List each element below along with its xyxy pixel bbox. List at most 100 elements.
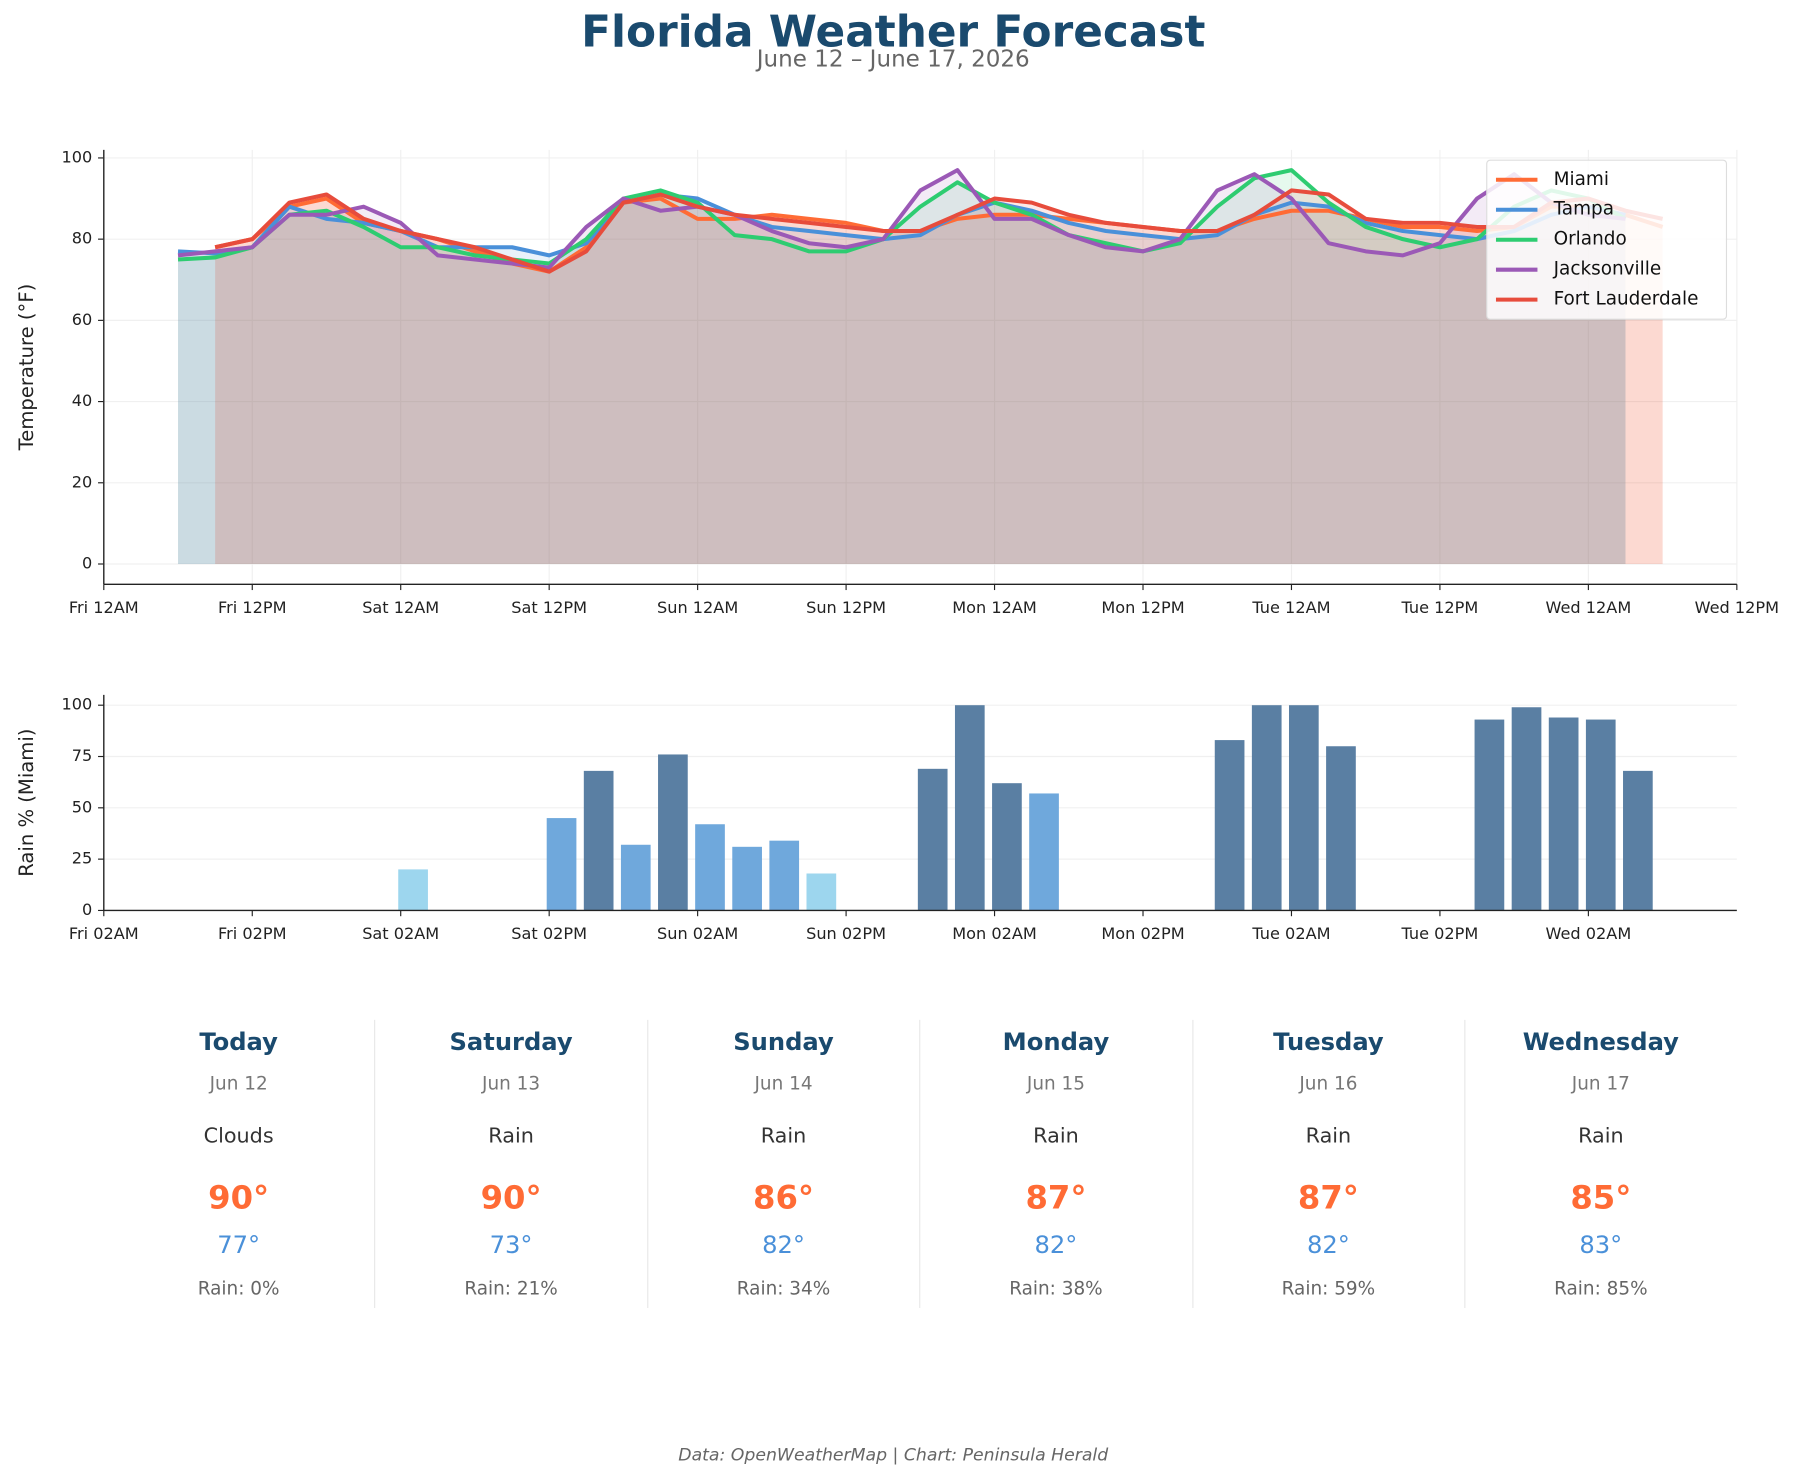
x-tick-label: Sun 12PM bbox=[806, 598, 886, 617]
bar bbox=[620, 844, 651, 911]
y-tick-label: 25 bbox=[72, 849, 93, 868]
area-fill bbox=[215, 190, 1663, 564]
card-condition: Rain bbox=[1578, 1123, 1624, 1147]
x-tick-label: Sun 12AM bbox=[657, 598, 738, 617]
x-tick-label: Fri 02AM bbox=[69, 924, 139, 943]
legend-label: Miami bbox=[1554, 169, 1609, 190]
card-date: Jun 14 bbox=[753, 1073, 812, 1094]
card-day: Today bbox=[199, 1028, 278, 1056]
card-low: 82° bbox=[1035, 1231, 1078, 1259]
x-tick-label: Sat 02PM bbox=[511, 924, 587, 943]
x-tick-label: Tue 12AM bbox=[1251, 598, 1330, 617]
x-tick-label: Fri 12AM bbox=[69, 598, 139, 617]
card-date: Jun 17 bbox=[1571, 1073, 1630, 1094]
bar bbox=[695, 824, 725, 911]
bar bbox=[1214, 740, 1245, 911]
card-rain: Rain: 38% bbox=[1009, 1279, 1103, 1300]
y-tick-label: 75 bbox=[72, 746, 93, 765]
card-day: Sunday bbox=[733, 1028, 834, 1056]
x-tick-label: Fri 12PM bbox=[218, 598, 287, 617]
series-line bbox=[177, 168, 1626, 270]
y-tick-label: 0 bbox=[82, 553, 92, 572]
y-tick-label: 20 bbox=[72, 472, 93, 491]
x-tick-label: Fri 02PM bbox=[218, 924, 287, 943]
card-high: 85° bbox=[1570, 1179, 1631, 1217]
forecast-card: Sunday Jun 14 Rain 86° 82° Rain: 34% bbox=[733, 1028, 834, 1300]
bar bbox=[658, 754, 688, 911]
x-tick-label: Sat 02AM bbox=[362, 924, 439, 943]
x-tick-label: Sun 02AM bbox=[657, 924, 738, 943]
card-low: 73° bbox=[490, 1231, 533, 1259]
card-low: 83° bbox=[1579, 1231, 1622, 1259]
x-tick-label: Mon 12PM bbox=[1101, 598, 1184, 617]
y-tick-label: 0 bbox=[82, 900, 92, 919]
bar bbox=[1548, 717, 1579, 911]
bar bbox=[954, 705, 985, 911]
y-tick-label: 50 bbox=[72, 797, 93, 816]
card-condition: Rain bbox=[1306, 1123, 1352, 1147]
legend-label: Fort Lauderdale bbox=[1554, 289, 1699, 310]
forecast-card: Monday Jun 15 Rain 87° 82° Rain: 38% bbox=[1003, 1028, 1110, 1300]
bar bbox=[1326, 746, 1356, 911]
card-condition: Clouds bbox=[204, 1123, 274, 1147]
legend-box bbox=[1486, 159, 1728, 320]
card-low: 77° bbox=[217, 1231, 260, 1259]
chart-bar: 0 25 50 75 100 Fri 02AM Fri 02PM Sat 02AM Sat 02… bbox=[15, 695, 1737, 943]
page-title: Florida Weather Forecast bbox=[581, 7, 1205, 58]
forecast-card: Today Jun 12 Clouds 90° 77° Rain: 0% bbox=[198, 1028, 280, 1300]
bar bbox=[1288, 705, 1319, 911]
legend-label: Jacksonville bbox=[1553, 259, 1662, 280]
bar bbox=[992, 783, 1022, 911]
series-line bbox=[177, 168, 1627, 266]
x-tick-label: Sat 12AM bbox=[362, 598, 439, 617]
card-date: Jun 13 bbox=[481, 1073, 540, 1094]
bar bbox=[583, 770, 614, 911]
y-tick-label: 40 bbox=[72, 391, 93, 410]
card-low: 82° bbox=[762, 1231, 805, 1259]
card-high: 87° bbox=[1025, 1179, 1086, 1217]
x-tick-label: Sun 02PM bbox=[806, 924, 886, 943]
card-high: 87° bbox=[1298, 1179, 1359, 1217]
card-low: 82° bbox=[1307, 1231, 1350, 1259]
card-date: Jun 15 bbox=[1026, 1073, 1085, 1094]
card-rain: Rain: 85% bbox=[1554, 1279, 1648, 1300]
bar bbox=[806, 873, 837, 911]
x-tick-label: Tue 12PM bbox=[1401, 598, 1479, 617]
y-tick-label: 60 bbox=[72, 310, 93, 329]
card-date: Jun 12 bbox=[209, 1073, 268, 1094]
x-tick-label: Tue 02PM bbox=[1401, 924, 1479, 943]
page-subtitle: June 12 – June 17, 2026 bbox=[755, 46, 1030, 72]
footer: Data: OpenWeatherMap | Chart: Peninsula … bbox=[678, 1446, 1109, 1466]
card-high: 90° bbox=[481, 1179, 542, 1217]
bar bbox=[769, 840, 800, 911]
chart-line: 0 20 40 60 80 100 Fri 12AM Fri 12PM Sat 12AM Sat … bbox=[15, 147, 1779, 617]
card-day: Saturday bbox=[450, 1028, 573, 1056]
bar bbox=[1623, 770, 1653, 911]
x-tick-label: Wed 02AM bbox=[1546, 924, 1632, 943]
card-rain: Rain: 34% bbox=[737, 1279, 831, 1300]
bar bbox=[1585, 719, 1616, 911]
bar bbox=[1511, 707, 1542, 911]
bar bbox=[398, 869, 428, 911]
y-tick-label: 100 bbox=[61, 695, 92, 714]
card-day: Wednesday bbox=[1523, 1028, 1679, 1056]
bar bbox=[546, 818, 577, 911]
bar bbox=[1474, 719, 1505, 911]
y-tick-label: 100 bbox=[61, 147, 92, 166]
card-date: Jun 16 bbox=[1298, 1073, 1357, 1094]
card-condition: Rain bbox=[1033, 1123, 1079, 1147]
y-axis-label: Temperature (°F) bbox=[15, 284, 38, 452]
card-high: 90° bbox=[208, 1179, 269, 1217]
bar bbox=[1251, 705, 1282, 911]
card-condition: Rain bbox=[761, 1123, 807, 1147]
card-rain: Rain: 59% bbox=[1282, 1279, 1376, 1300]
forecast-card: Saturday Jun 13 Rain 90° 73° Rain: 21% bbox=[450, 1028, 573, 1300]
x-tick-label: Mon 02AM bbox=[952, 924, 1037, 943]
card-rain: Rain: 21% bbox=[464, 1279, 558, 1300]
y-tick-label: 80 bbox=[72, 229, 93, 248]
y-axis-label: Rain % (Miami) bbox=[15, 729, 38, 877]
x-tick-label: Wed 12AM bbox=[1546, 598, 1632, 617]
legend-label: Orlando bbox=[1554, 229, 1627, 250]
bar bbox=[732, 846, 762, 911]
